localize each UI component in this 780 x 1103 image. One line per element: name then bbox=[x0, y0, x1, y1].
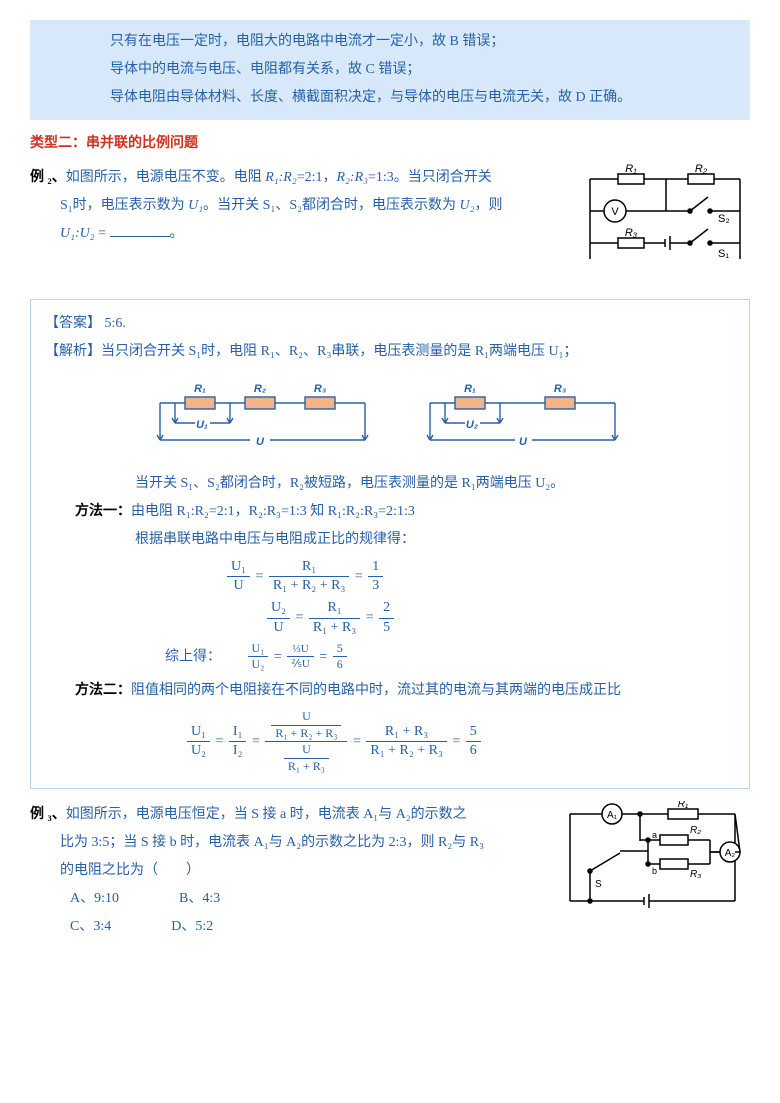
options-row-1: A、9:10 B、4:3 bbox=[30, 885, 548, 913]
svg-text:U: U bbox=[256, 436, 265, 448]
svg-text:S: S bbox=[595, 879, 602, 890]
svg-text:R₂: R₂ bbox=[695, 164, 708, 175]
equation-1: U₁U = R₁R₁ + R₂ + R₃ = 13 bbox=[45, 558, 735, 595]
circuit-ex2: R₁ R₂ R₃ V S₂ S₁ bbox=[580, 164, 750, 285]
blank-answer bbox=[110, 223, 170, 237]
svg-text:S₁: S₁ bbox=[718, 248, 729, 260]
equation-2: U₂U = R₁R₁ + R₃ = 25 bbox=[45, 599, 735, 636]
svg-text:a: a bbox=[652, 830, 657, 840]
svg-text:b: b bbox=[652, 866, 657, 876]
example-2: R₁ R₂ R₃ V S₂ S₁ 例 ₂、如图所示，电源电压不变。电阻 R₁:R… bbox=[30, 164, 750, 293]
option-b[interactable]: B、4:3 bbox=[179, 885, 220, 913]
method1-label: 方法一： bbox=[75, 504, 131, 519]
section-title: 类型二：串并联的比例问题 bbox=[30, 130, 750, 158]
info-box: 只有在电压一定时，电阻大的电路中电流才一定小，故 B 错误； 导体中的电流与电压… bbox=[30, 20, 750, 120]
svg-text:R₁: R₁ bbox=[194, 383, 206, 395]
svg-text:R₃: R₃ bbox=[690, 869, 701, 880]
options-row-2: C、3:4 D、5:2 bbox=[30, 913, 548, 941]
method2-text: 阻值相同的两个电阻接在不同的电路中时，流过其的电流与其两端的电压成正比 bbox=[131, 683, 621, 698]
svg-text:R₂: R₂ bbox=[254, 383, 266, 395]
circuit-diagrams: R₁ R₂ R₃ U₁ U R₁ bbox=[45, 378, 735, 458]
svg-text:R₃: R₃ bbox=[625, 227, 638, 239]
answer-label: 【答案】 bbox=[45, 316, 101, 331]
after-diagram-text: 当开关 S₁、S₂都闭合时，R₂被短路，电压表测量的是 R₁两端电压 U₂。 bbox=[45, 470, 735, 498]
svg-text:R₁: R₁ bbox=[464, 383, 476, 395]
svg-text:U₁: U₁ bbox=[196, 419, 208, 431]
option-d[interactable]: D、5:2 bbox=[171, 913, 213, 941]
svg-text:U: U bbox=[519, 436, 528, 448]
method1-text2: 根据串联电路中电压与电阻成正比的规律得： bbox=[45, 526, 735, 554]
ex2-label: 例 ₂、 bbox=[30, 170, 66, 185]
example-3: A₁ A₂ R₁ R₂ R₃ a b S 例 ₃、如图所示，电源电压恒定，当 S… bbox=[30, 801, 750, 941]
svg-text:R₂: R₂ bbox=[690, 825, 701, 836]
method2-label: 方法二： bbox=[75, 683, 131, 698]
method1-text: 由电阻 R₁:R₂=2:1，R₂:R₃=1:3 知 R₁:R₂:R₃=2:1:3 bbox=[131, 504, 415, 519]
svg-text:R₁: R₁ bbox=[625, 164, 637, 175]
analysis-text: 当只闭合开关 S₁时，电阻 R₁、R₂、R₃串联，电压表测量的是 R₁两端电压 … bbox=[101, 344, 578, 359]
info-line: 导体中的电流与电压、电阻都有关系，故 C 错误； bbox=[110, 56, 710, 84]
info-line: 导体电阻由导体材料、长度、横截面积决定，与导体的电压与电流无关，故 D 正确。 bbox=[110, 84, 710, 112]
svg-text:V: V bbox=[611, 206, 619, 218]
svg-text:R₃: R₃ bbox=[314, 383, 326, 395]
circuit-ex3: A₁ A₂ R₁ R₂ R₃ a b S bbox=[560, 801, 750, 932]
svg-text:A₁: A₁ bbox=[607, 810, 618, 821]
svg-text:R₁: R₁ bbox=[678, 801, 688, 810]
equation-3: 综上得： U₁U₂ = ⅓U⅖U = 56 bbox=[45, 641, 735, 673]
svg-text:U₂: U₂ bbox=[466, 419, 478, 431]
option-a[interactable]: A、9:10 bbox=[70, 885, 119, 913]
option-c[interactable]: C、3:4 bbox=[70, 913, 111, 941]
svg-text:R₃: R₃ bbox=[554, 383, 566, 395]
answer-box: 【答案】 5:6. 【解析】当只闭合开关 S₁时，电阻 R₁、R₂、R₃串联，电… bbox=[30, 299, 750, 789]
answer-value: 5:6. bbox=[101, 316, 126, 331]
svg-text:S₂: S₂ bbox=[718, 213, 730, 225]
analysis-label: 【解析】 bbox=[45, 344, 101, 359]
ex3-label: 例 ₃、 bbox=[30, 807, 66, 822]
info-line: 只有在电压一定时，电阻大的电路中电流才一定小，故 B 错误； bbox=[110, 28, 710, 56]
svg-text:A₂: A₂ bbox=[725, 848, 736, 859]
equation-4: U₁U₂ = I₁I₂ = UR₁ + R₂ + R₃ UR₁ + R₃ = R… bbox=[45, 709, 735, 774]
